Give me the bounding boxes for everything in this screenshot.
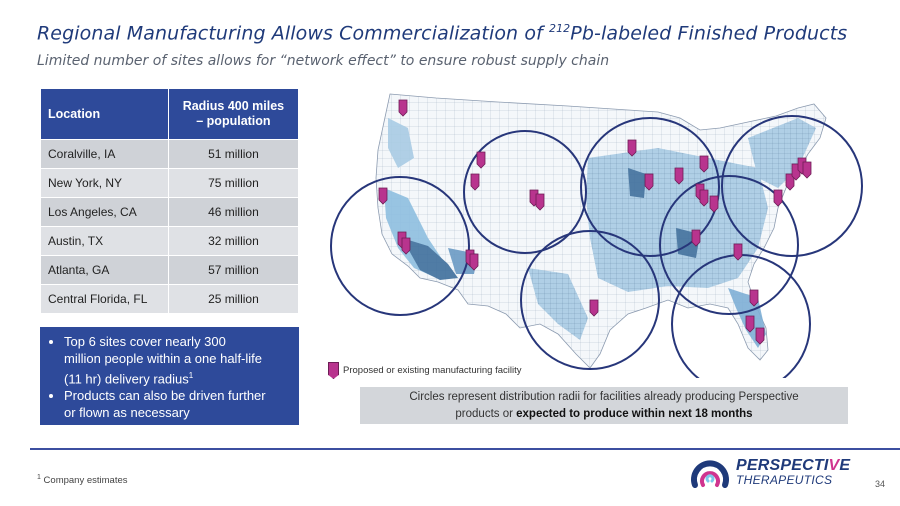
radius-circle-west (463, 130, 587, 254)
facility-pin (733, 243, 743, 261)
facility-pins (378, 99, 812, 345)
radius-circle-newyork (721, 115, 863, 257)
facility-pin (398, 99, 408, 117)
location-cell: Atlanta, GA (40, 255, 169, 285)
table-row: Central Florida, FL 25 million (40, 284, 300, 314)
legend-label: Proposed or existing manufacturing facil… (343, 365, 522, 376)
location-cell: Central Florida, FL (40, 284, 169, 314)
logo-mark-icon (691, 460, 729, 488)
facility-pin (709, 195, 719, 213)
population-cell: 32 million (167, 226, 300, 256)
table-row: New York, NY 75 million (40, 168, 300, 198)
population-cell: 51 million (167, 139, 300, 169)
facility-pin (691, 229, 701, 247)
location-cell: Los Angeles, CA (40, 197, 169, 227)
facility-pin (674, 167, 684, 185)
population-cell: 57 million (167, 255, 300, 285)
radius-circle-coralville (580, 117, 720, 257)
facility-pin (699, 155, 709, 173)
facility-pin (469, 253, 479, 271)
table-row: Los Angeles, CA 46 million (40, 197, 300, 227)
location-cell: Austin, TX (40, 226, 169, 256)
facility-pin (745, 315, 755, 333)
header-population: Radius 400 miles – population (167, 88, 300, 140)
table-row: Coralville, IA 51 million (40, 139, 300, 169)
facility-pin (644, 173, 654, 191)
distribution-circles (330, 115, 863, 378)
radius-circle-atlanta (659, 175, 799, 315)
page-number: 34 (875, 479, 886, 489)
population-cell: 25 million (167, 284, 300, 314)
facility-pin (749, 289, 759, 307)
us-county-map (330, 93, 863, 378)
radius-circle-austin (520, 230, 660, 370)
slide-subtitle: Limited number of sites allows for “netw… (37, 53, 610, 69)
slide-title: Regional Manufacturing Allows Commercial… (37, 22, 848, 45)
shaded-counties (384, 118, 816, 348)
location-cell: New York, NY (40, 168, 169, 198)
population-cell: 46 million (167, 197, 300, 227)
facility-pin (773, 189, 783, 207)
facility-pin (699, 189, 709, 207)
header-location: Location (40, 88, 169, 140)
footer-divider (30, 448, 900, 450)
facility-pin (378, 187, 388, 205)
location-cell: Coralville, IA (40, 139, 169, 169)
facility-pin-icon (328, 362, 339, 379)
footnote: 1 Company estimates (37, 474, 128, 487)
radius-circle-la (330, 176, 470, 316)
facility-pin (401, 237, 411, 255)
facility-pin (476, 151, 486, 169)
facility-pin (802, 161, 812, 179)
facility-pin (535, 193, 545, 211)
map-caption: Circles represent distribution radii for… (360, 387, 848, 424)
company-logo: PERSPECTIVE THERAPEUTICS (690, 455, 850, 491)
map-legend: Proposed or existing manufacturing facil… (328, 362, 521, 379)
facility-pin (627, 139, 637, 157)
facility-pin (470, 173, 480, 191)
location-table: Location Radius 400 miles – population Co… (40, 88, 300, 314)
facility-pin (589, 299, 599, 317)
facility-pin (755, 327, 765, 345)
table-row: Atlanta, GA 57 million (40, 255, 300, 285)
population-cell: 75 million (167, 168, 300, 198)
table-row: Austin, TX 32 million (40, 226, 300, 256)
